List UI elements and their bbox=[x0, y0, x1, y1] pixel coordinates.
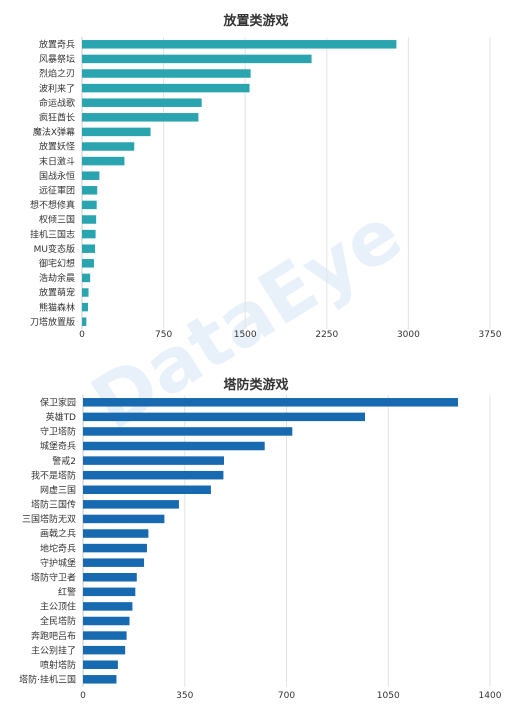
category-label: 放置妖怪 bbox=[39, 141, 75, 153]
category-label: 刀塔放置版 bbox=[30, 316, 75, 328]
category-label: 英雄TD bbox=[46, 411, 76, 423]
category-label: 保卫家园 bbox=[40, 396, 76, 408]
bar bbox=[82, 186, 98, 195]
watermark-text: DataEye bbox=[77, 191, 416, 447]
x-tick-label: 3000 bbox=[397, 330, 420, 340]
bar bbox=[83, 514, 165, 524]
category-label: 三国塔防无双 bbox=[22, 513, 76, 525]
category-label: 权倾三国 bbox=[39, 214, 75, 226]
bar bbox=[83, 645, 126, 655]
bar bbox=[82, 156, 125, 166]
bar bbox=[83, 529, 149, 538]
bar bbox=[83, 587, 136, 597]
category-label: 全民塔防 bbox=[40, 615, 76, 627]
category-label: 想不想修真 bbox=[30, 199, 75, 211]
bar bbox=[82, 98, 202, 107]
category-label: 放置萌宠 bbox=[39, 287, 75, 299]
bar bbox=[83, 543, 147, 553]
x-tick-label: 0 bbox=[80, 691, 86, 701]
bar bbox=[82, 40, 397, 49]
bar bbox=[82, 302, 88, 312]
bar bbox=[82, 288, 89, 297]
category-label: 网虚三国 bbox=[40, 484, 76, 496]
category-label: 地坨奇兵 bbox=[40, 542, 76, 554]
x-tick-label: 2250 bbox=[315, 330, 338, 340]
category-label: 城堡奇兵 bbox=[40, 440, 76, 452]
category-label: 守护城堡 bbox=[40, 557, 76, 569]
bar bbox=[83, 412, 365, 422]
bar bbox=[83, 675, 117, 684]
bar bbox=[83, 427, 293, 436]
category-label: 国战永恒 bbox=[39, 170, 75, 182]
category-label: 烈焰之刃 bbox=[39, 68, 75, 80]
category-label: 主公别挂了 bbox=[31, 644, 76, 656]
bar bbox=[83, 631, 127, 640]
bar bbox=[83, 485, 211, 495]
bar bbox=[83, 660, 118, 669]
category-label: MU变态版 bbox=[34, 243, 75, 255]
bar bbox=[83, 456, 224, 465]
bar bbox=[82, 317, 87, 326]
category-label: 主公顶住 bbox=[40, 601, 76, 613]
category-label: 塔防·挂机三国 bbox=[19, 674, 76, 686]
x-tick-label: 700 bbox=[278, 691, 295, 701]
bar bbox=[82, 83, 250, 93]
category-label: 挂机三国志 bbox=[30, 228, 75, 240]
chart-title: 塔防类游戏 bbox=[223, 377, 288, 393]
bar bbox=[82, 200, 97, 210]
bar bbox=[82, 113, 199, 122]
bar bbox=[82, 244, 96, 253]
x-tick-label: 1500 bbox=[234, 330, 257, 340]
bar bbox=[83, 616, 130, 626]
category-label: 风暴祭坛 bbox=[39, 53, 75, 65]
x-tick-label: 1050 bbox=[377, 691, 400, 701]
chart-title: 放置类游戏 bbox=[222, 13, 288, 29]
category-label: 御宅幻想 bbox=[39, 258, 75, 270]
category-label: 波利来了 bbox=[39, 82, 75, 94]
x-tick-label: 1400 bbox=[479, 691, 502, 701]
x-tick-label: 3750 bbox=[479, 330, 502, 340]
category-label: 警戒2 bbox=[52, 455, 76, 467]
bar bbox=[83, 398, 459, 407]
category-label: 末日激斗 bbox=[39, 155, 75, 167]
bar bbox=[83, 602, 133, 611]
category-label: 放置奇兵 bbox=[39, 39, 75, 51]
idle-games-chart: 放置类游戏 放置奇兵风暴祭坛烈焰之刃波利来了命运战歌疯狂酋长魔法X弹幕放置妖怪末… bbox=[30, 13, 502, 340]
category-label: 守卫塔防 bbox=[40, 426, 76, 438]
bar bbox=[83, 573, 137, 582]
category-label: 远征軍团 bbox=[39, 186, 75, 197]
bar bbox=[83, 500, 179, 509]
x-tick-label: 350 bbox=[176, 691, 193, 701]
category-label: 我不是塔防 bbox=[31, 469, 76, 481]
bar bbox=[82, 142, 135, 151]
category-label: 画戟之兵 bbox=[40, 528, 76, 540]
bar bbox=[83, 470, 224, 480]
category-label: 命运战歌 bbox=[39, 97, 75, 109]
bar bbox=[83, 441, 265, 451]
bar bbox=[82, 215, 97, 224]
bar bbox=[82, 54, 312, 64]
bar bbox=[82, 273, 91, 283]
category-label: 魔法X弹幕 bbox=[33, 126, 75, 138]
category-label: 红警 bbox=[58, 586, 76, 598]
category-label: 塔防守卫者 bbox=[31, 571, 76, 583]
bar bbox=[82, 127, 151, 137]
bar bbox=[82, 229, 96, 239]
bar bbox=[82, 259, 94, 268]
bar bbox=[83, 558, 145, 567]
category-label: 疯狂酋长 bbox=[39, 112, 75, 124]
bar bbox=[82, 171, 100, 180]
bar bbox=[82, 69, 251, 78]
category-label: 熊猫森林 bbox=[39, 301, 75, 313]
category-label: 塔防三国传 bbox=[31, 499, 76, 511]
category-label: 喷射塔防 bbox=[40, 659, 76, 671]
x-tick-label: 750 bbox=[155, 330, 172, 340]
category-label: 奔跑吧吕布 bbox=[31, 630, 76, 642]
x-tick-label: 0 bbox=[79, 330, 85, 340]
category-label: 浩劫余晨 bbox=[39, 272, 75, 284]
